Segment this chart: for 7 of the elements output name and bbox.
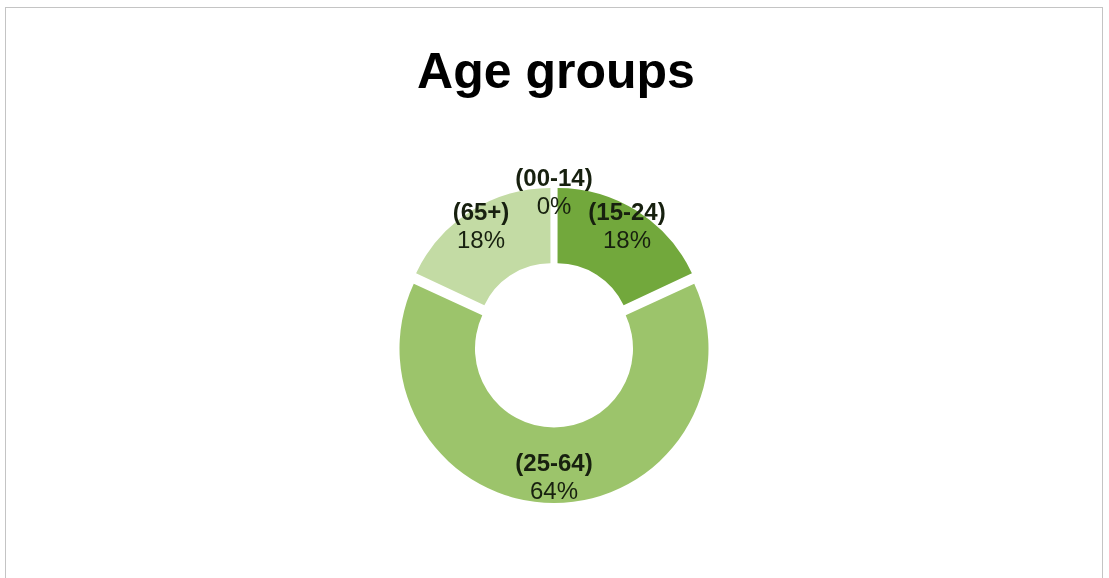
data-label: 64% (529, 476, 579, 504)
chart-title: Age groups (417, 42, 695, 99)
data-label: 18% (456, 225, 506, 253)
slice-label: (25-64) (515, 448, 593, 476)
data-label: 18% (602, 225, 652, 253)
category-label: (00-14) (515, 164, 593, 192)
slice-label: (65+) (452, 197, 510, 225)
